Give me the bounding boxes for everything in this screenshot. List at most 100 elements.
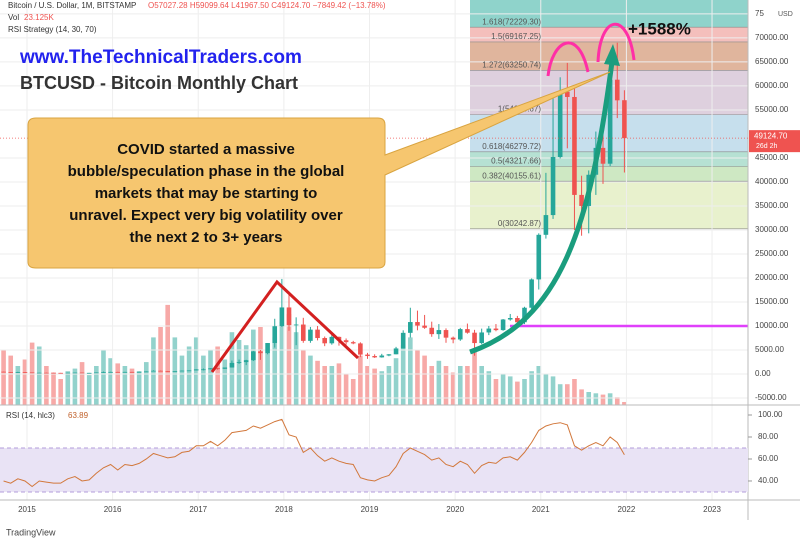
candle-body	[365, 354, 370, 357]
candle-body	[179, 370, 185, 372]
candle-body	[358, 343, 363, 355]
fib-band	[470, 166, 748, 182]
candle-body	[607, 79, 613, 164]
x-tick-label: 2016	[104, 505, 122, 514]
candle-body	[536, 234, 542, 280]
red-peak-line	[210, 279, 360, 373]
x-tick-label: 2022	[618, 505, 636, 514]
candle-body	[58, 372, 63, 374]
candle-body	[522, 307, 527, 323]
candle-body	[500, 319, 506, 331]
candle-body	[22, 372, 28, 373]
fib-band	[470, 181, 748, 229]
callout-box	[27, 71, 611, 269]
y-tick-label: -5000.00	[755, 393, 787, 402]
volume-bar	[536, 366, 542, 405]
y-tick-label: 45000.00	[755, 153, 789, 162]
y-tick-label: 25000.00	[755, 249, 789, 258]
volume-bar	[450, 372, 456, 405]
volume-bar	[429, 366, 435, 405]
volume-bar	[408, 337, 413, 405]
volume-bar	[72, 368, 78, 405]
volume-bar	[193, 337, 199, 405]
candle-body	[215, 368, 220, 370]
candle-body	[400, 332, 406, 349]
volume-bar	[479, 366, 484, 405]
volume-bar	[443, 366, 449, 405]
volume-bar	[600, 394, 606, 405]
candle-body	[158, 370, 163, 372]
volume-bar	[557, 384, 563, 405]
volume-bar	[365, 366, 370, 405]
candle-body	[65, 372, 71, 374]
y-tick-label: 5000.00	[755, 345, 784, 354]
volume-bar	[486, 371, 492, 405]
y-tick-label: 0.00	[755, 369, 771, 378]
y-tick-label: 10000.00	[755, 321, 789, 330]
callout-line: the next 2 to 3+ years	[130, 229, 283, 246]
volume-bar	[457, 366, 463, 405]
candle-body	[272, 326, 278, 344]
candle-body	[243, 360, 249, 363]
fib-label: 0.382(40155.61)	[482, 171, 541, 180]
volume-bar	[115, 363, 121, 405]
volume-bar	[165, 304, 170, 405]
volume-bar	[543, 373, 549, 405]
last-price-label: 49124.70	[754, 131, 788, 140]
volume-bar	[79, 362, 85, 405]
strategy-label: RSI Strategy (14, 30, 70)	[8, 25, 97, 34]
x-tick-label: 2020	[446, 505, 464, 514]
volume-bar	[22, 359, 28, 405]
y-tick-label: 35000.00	[755, 201, 789, 210]
candle-body	[286, 307, 292, 326]
currency-label: USD	[778, 11, 793, 18]
candle-body	[393, 348, 399, 355]
volume-bar	[379, 371, 385, 405]
volume-bar	[579, 389, 584, 405]
green-arrow	[469, 61, 615, 355]
volume-bar	[158, 327, 163, 405]
candle-body	[436, 330, 442, 335]
volume-bar	[179, 355, 185, 405]
candle-body	[279, 307, 285, 327]
candle-body	[579, 194, 584, 206]
candle-body	[165, 370, 170, 372]
volume-bar	[550, 376, 556, 405]
candle-body	[315, 329, 320, 339]
rsi-line	[3, 418, 625, 488]
candle-body	[343, 340, 349, 343]
volume-bar	[279, 321, 285, 405]
candle-body	[101, 372, 106, 373]
volume-bar	[507, 376, 513, 405]
volume-bar	[265, 353, 270, 405]
x-tick-label: 2017	[189, 505, 207, 514]
candle-body	[465, 329, 470, 333]
volume-bar	[386, 366, 392, 405]
candle-body	[529, 279, 534, 308]
fib-label: 0(30242.87)	[498, 219, 541, 228]
volume-bar	[465, 366, 470, 405]
volume-bar	[51, 372, 56, 405]
candle-body	[86, 372, 92, 374]
volume-bar	[243, 345, 249, 405]
rsi-tick-label: 40.00	[758, 476, 779, 485]
x-tick-label: 2018	[275, 505, 293, 514]
x-tick-label: 2021	[532, 505, 550, 514]
volume-bar	[515, 381, 520, 405]
candle-body	[622, 100, 627, 139]
fib-label: 1.272(63250.74)	[482, 60, 541, 69]
volume-bar	[322, 366, 327, 405]
candle-body	[443, 330, 449, 338]
candle-body	[108, 371, 113, 373]
countdown-label: 26d 2h	[756, 143, 778, 150]
candle-body	[265, 343, 270, 354]
candle-body	[300, 324, 306, 341]
pink-arc	[546, 41, 590, 77]
candle-body	[329, 336, 335, 344]
volume-bar	[258, 327, 263, 405]
candle-body	[115, 371, 121, 373]
candle-body	[515, 318, 520, 323]
volume-bar	[94, 366, 99, 405]
volume-bar	[222, 359, 228, 405]
